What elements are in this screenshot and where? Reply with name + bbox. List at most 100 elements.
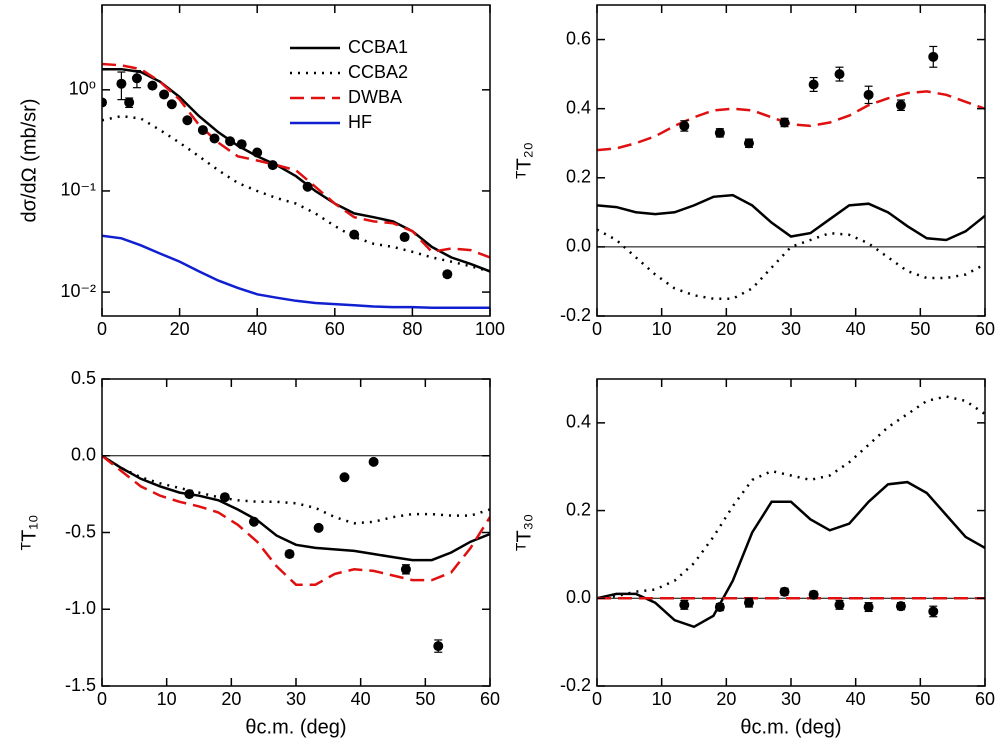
data-point xyxy=(147,80,158,91)
data-point xyxy=(808,589,819,600)
x-tick-label: 0 xyxy=(97,689,107,709)
data-point xyxy=(808,79,819,90)
y-tick-label: 0.2 xyxy=(566,499,591,519)
x-tick-label: 40 xyxy=(846,319,866,339)
x-tick-label: 40 xyxy=(351,689,371,709)
x-tick-label: 10 xyxy=(652,689,672,709)
x-tick-label: 0 xyxy=(592,319,602,339)
data-point xyxy=(928,606,939,617)
x-axis-label: θc.m. (deg) xyxy=(245,716,346,738)
y-axis-label: dσ/dΩ (mb/sr) xyxy=(18,99,40,223)
x-tick-label: 60 xyxy=(480,689,500,709)
x-tick-label: 80 xyxy=(402,319,422,339)
series-line xyxy=(597,228,985,300)
data-point xyxy=(714,127,725,138)
series-line xyxy=(102,454,490,525)
y-tick-label: 10⁻² xyxy=(60,281,96,301)
data-point xyxy=(368,456,379,467)
y-tick-label: -1.0 xyxy=(65,598,96,618)
x-tick-label: 30 xyxy=(286,689,306,709)
x-tick-label: 100 xyxy=(475,319,505,339)
axes-frame xyxy=(101,378,491,687)
data-point xyxy=(442,269,453,280)
y-tick-label: 0.6 xyxy=(566,28,591,48)
data-point xyxy=(209,133,220,144)
x-tick-label: 30 xyxy=(781,689,801,709)
data-point xyxy=(895,601,906,612)
data-point xyxy=(124,97,135,108)
x-tick-label: 10 xyxy=(157,689,177,709)
legend-label: CCBA2 xyxy=(348,62,408,82)
series-line xyxy=(102,114,490,273)
data-point xyxy=(248,516,259,527)
data-point xyxy=(197,125,208,136)
plot-area xyxy=(597,45,985,300)
data-point xyxy=(349,229,360,240)
axes-frame xyxy=(596,378,986,687)
series-line xyxy=(597,480,985,629)
series-line xyxy=(102,454,490,586)
data-point xyxy=(182,115,193,126)
data-point xyxy=(166,99,177,110)
y-tick-label: 10⁻¹ xyxy=(60,180,96,200)
x-tick-label: 50 xyxy=(910,319,930,339)
x-tick-label: 20 xyxy=(170,319,190,339)
data-point xyxy=(131,73,142,84)
data-point xyxy=(928,51,939,62)
y-tick-label: -0.2 xyxy=(560,675,591,695)
x-tick-label: 20 xyxy=(716,319,736,339)
x-tick-label: 30 xyxy=(781,319,801,339)
y-tick-label: 0.4 xyxy=(566,412,591,432)
y-tick-label: 0.5 xyxy=(71,368,96,388)
data-point xyxy=(159,89,170,100)
data-point xyxy=(267,160,278,171)
data-point xyxy=(302,181,313,192)
series-line xyxy=(597,193,985,242)
series-line xyxy=(102,454,490,562)
y-tick-label: 0.0 xyxy=(566,236,591,256)
data-point xyxy=(863,89,874,100)
y-axis-label: ᵀT₁₀ xyxy=(18,515,40,551)
x-tick-label: 10 xyxy=(652,319,672,339)
data-point xyxy=(779,586,790,597)
data-point xyxy=(252,147,263,158)
data-point xyxy=(834,599,845,610)
y-tick-label: 0.2 xyxy=(566,167,591,187)
y-tick-label: 0.4 xyxy=(566,97,591,117)
data-point xyxy=(219,492,230,503)
data-point xyxy=(895,100,906,111)
y-axis-label: ᵀT₂₀ xyxy=(513,142,535,179)
data-point xyxy=(743,138,754,149)
y-tick-label: -0.2 xyxy=(560,305,591,325)
axes-frame xyxy=(101,4,491,317)
x-tick-label: 60 xyxy=(975,319,995,339)
data-point xyxy=(433,641,444,652)
x-axis-label: θc.m. (deg) xyxy=(740,716,841,738)
series-line xyxy=(102,234,490,309)
x-tick-label: 0 xyxy=(592,689,602,709)
x-tick-label: 20 xyxy=(221,689,241,709)
plot-area xyxy=(102,454,490,653)
data-point xyxy=(236,139,247,150)
series-line xyxy=(597,395,985,600)
series-line xyxy=(597,90,985,152)
x-tick-label: 0 xyxy=(97,319,107,339)
data-point xyxy=(284,548,295,559)
data-point xyxy=(834,69,845,80)
data-point xyxy=(679,599,690,610)
legend-label: HF xyxy=(348,112,372,132)
y-tick-label: 10⁰ xyxy=(69,79,96,99)
series-line xyxy=(102,62,490,259)
data-point xyxy=(863,602,874,613)
plot-area xyxy=(597,395,985,629)
data-point xyxy=(743,597,754,608)
y-tick-label: 0.0 xyxy=(566,587,591,607)
x-tick-label: 60 xyxy=(975,689,995,709)
data-point xyxy=(116,78,127,89)
data-point xyxy=(779,117,790,128)
data-point xyxy=(339,472,350,483)
data-point xyxy=(225,136,236,147)
y-tick-label: -1.5 xyxy=(65,675,96,695)
